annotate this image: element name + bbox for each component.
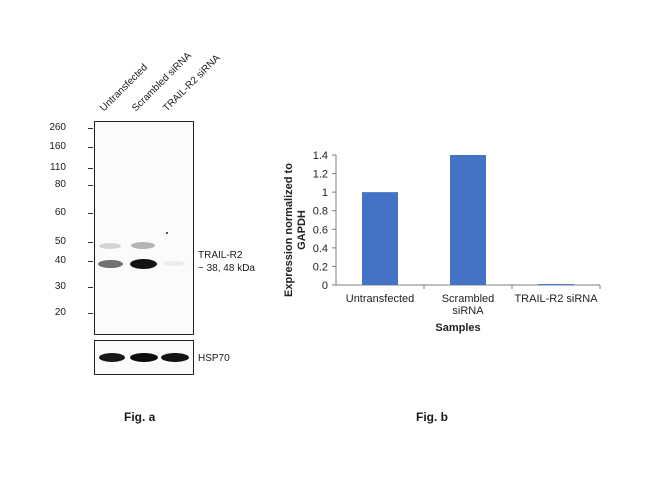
band-untransfected-38kda — [98, 260, 123, 268]
x-tick-label: siRNA — [452, 305, 484, 317]
band-scrambled-38kda — [130, 259, 157, 269]
marker-tick — [88, 147, 93, 148]
marker-30: 30 — [54, 281, 66, 292]
marker-60: 60 — [54, 207, 66, 218]
y-tick-label: 0.8 — [313, 206, 328, 218]
y-axis-title-line1: Expression normalized to — [283, 163, 295, 297]
marker-tick — [88, 261, 93, 262]
blot-speck — [166, 232, 168, 234]
marker-50: 50 — [54, 236, 66, 247]
y-tick-label: 1 — [322, 187, 328, 199]
marker-tick — [88, 168, 93, 169]
marker-tick — [88, 128, 93, 129]
y-tick-label: 1.2 — [313, 169, 328, 181]
y-tick-label: 0.4 — [313, 243, 328, 255]
marker-160: 160 — [49, 141, 66, 152]
x-tick-label: Untransfected — [346, 293, 414, 305]
y-tick-label: 0.2 — [313, 261, 328, 273]
marker-20: 20 — [54, 307, 66, 318]
y-tick-label: 0.6 — [313, 224, 328, 236]
blot-panel — [94, 121, 194, 335]
marker-260: 260 — [49, 122, 66, 133]
marker-tick — [88, 313, 93, 314]
x-tick-label: TRAIL-R2 siRNA — [514, 293, 598, 305]
bar-chart: 0 0.2 0.4 0.6 0.8 1 1.2 1.4 Untransfected Scrambl… — [283, 150, 601, 334]
y-axis-title-line2: GAPDH — [296, 210, 308, 250]
band-hsp70-untransfected — [99, 353, 125, 362]
marker-80: 80 — [54, 179, 66, 190]
bar-1 — [450, 155, 486, 285]
loading-control-label: HSP70 — [198, 353, 230, 364]
marker-40: 40 — [54, 255, 66, 266]
fig-a-caption: Fig. a — [124, 410, 156, 424]
x-tick-label: Scrambled — [442, 293, 495, 305]
lane-label-trail-r2-sirna: TRAIL-R2 siRNA — [161, 52, 223, 114]
loading-control-panel — [94, 340, 194, 375]
fig-b-caption: Fig. b — [416, 410, 448, 424]
marker-tick — [88, 185, 93, 186]
marker-110: 110 — [50, 162, 66, 173]
y-tick-label: 1.4 — [313, 150, 328, 162]
marker-tick — [88, 213, 93, 214]
x-axis-title: Samples — [435, 322, 480, 334]
band-hsp70-trail-r2 — [161, 353, 189, 362]
bar-0 — [362, 192, 398, 285]
target-label: TRAIL-R2 — [198, 250, 243, 261]
band-scrambled-48kda — [131, 242, 155, 249]
y-tick-label: 0 — [322, 280, 328, 292]
band-hsp70-scrambled — [130, 353, 158, 362]
marker-tick — [88, 242, 93, 243]
target-size: ~ 38, 48 kDa — [198, 263, 255, 274]
band-untransfected-48kda — [99, 243, 121, 249]
band-trail-r2-38kda — [163, 261, 185, 266]
marker-tick — [88, 287, 93, 288]
bar-2 — [538, 284, 574, 286]
